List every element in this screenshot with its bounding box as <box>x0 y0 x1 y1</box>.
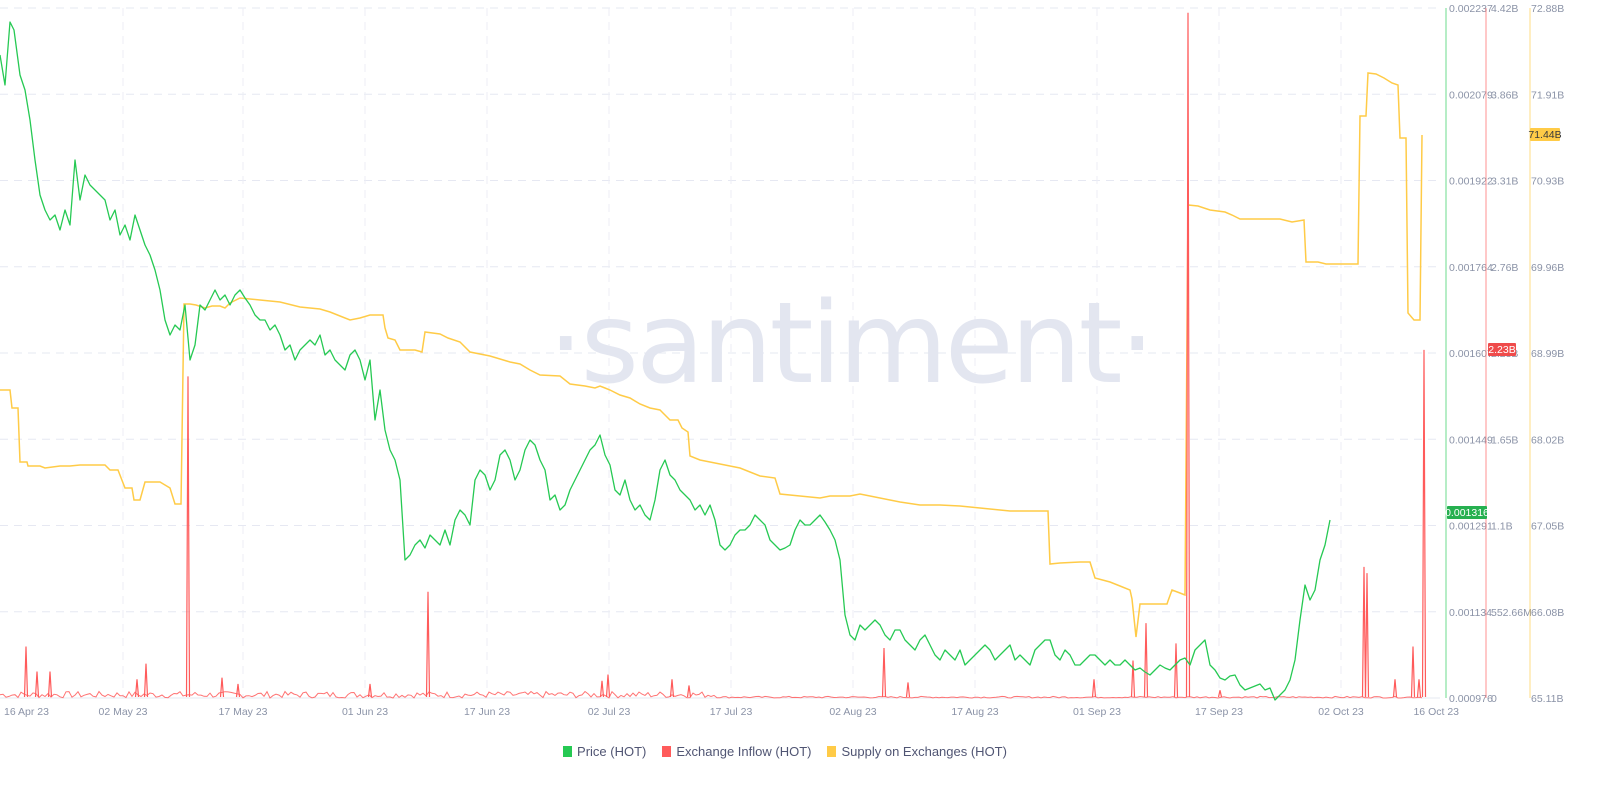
x-tick-label: 01 Sep 23 <box>1073 706 1121 718</box>
current-value-badges: 0.001316 2.23B 71.44B <box>1445 128 1562 519</box>
x-tick-label: 17 Sep 23 <box>1195 706 1243 718</box>
y-tick-label: 72.88B <box>1531 3 1564 15</box>
x-tick-label: 02 Jul 23 <box>588 706 631 718</box>
inflow-current-badge <box>1488 343 1516 356</box>
inflow-swatch-icon <box>662 746 672 757</box>
y-tick-label: 70.93B <box>1531 176 1564 188</box>
x-tick-label: 17 Jul 23 <box>710 706 753 718</box>
x-tick-label: 01 Jun 23 <box>342 706 388 718</box>
y-tick-label: 0.001291 <box>1449 521 1493 533</box>
y-tick-label: 0.000976 <box>1449 693 1493 705</box>
x-axis-ticks: 16 Apr 23 02 May 23 17 May 23 01 Jun 23 17 J… <box>4 706 1459 718</box>
exchange-inflow-line <box>0 12 1427 699</box>
y-tick-label: 65.11B <box>1531 693 1564 705</box>
price-line <box>0 21 1331 701</box>
y-tick-label: 68.99B <box>1531 348 1564 360</box>
y-tick-label: 552.66M <box>1491 607 1532 619</box>
supply-current-badge-text: 71.44B <box>1528 129 1561 141</box>
x-tick-label: 17 May 23 <box>218 706 267 718</box>
legend-item-price[interactable]: Price (HOT) <box>563 744 646 759</box>
supply-current-badge <box>1530 128 1560 141</box>
y-tick-label: 0.001607 <box>1449 348 1493 360</box>
y-tick-label: 4.42B <box>1491 3 1518 15</box>
y-tick-label: 0 <box>1491 693 1497 705</box>
price-current-badge-text: 0.001316 <box>1445 507 1489 519</box>
y-tick-label: 71.91B <box>1531 89 1564 101</box>
x-tick-label: 17 Aug 23 <box>951 706 998 718</box>
legend-item-supply-on-exchanges[interactable]: Supply on Exchanges (HOT) <box>827 744 1007 759</box>
y-axes: 0.002237 0.002079 0.001922 0.001764 0.001607… <box>1445 3 1564 705</box>
y-tick-label: 66.08B <box>1531 607 1564 619</box>
supply-on-exchanges-line <box>0 72 1423 638</box>
y-tick-label: 0.001764 <box>1449 262 1493 274</box>
y-tick-label: 69.96B <box>1531 262 1564 274</box>
y-tick-label: 3.86B <box>1491 89 1518 101</box>
price-swatch-icon <box>563 746 573 757</box>
x-tick-label: 16 Apr 23 <box>4 706 49 718</box>
y-tick-label: 0.002237 <box>1449 3 1493 15</box>
y-tick-label: 67.05B <box>1531 521 1564 533</box>
legend-label: Exchange Inflow (HOT) <box>676 744 812 759</box>
y-tick-label: 2.76B <box>1491 262 1518 274</box>
legend-label: Supply on Exchanges (HOT) <box>841 744 1007 759</box>
x-tick-label: 02 Oct 23 <box>1318 706 1364 718</box>
legend: Price (HOT) Exchange Inflow (HOT) Supply… <box>0 744 1570 759</box>
supply-swatch-icon <box>827 746 837 757</box>
y-tick-label: 0.001449 <box>1449 434 1493 446</box>
y-tick-label: 1.65B <box>1491 434 1518 446</box>
legend-item-exchange-inflow[interactable]: Exchange Inflow (HOT) <box>662 744 811 759</box>
x-tick-label: 02 May 23 <box>98 706 147 718</box>
y-tick-label: 3.31B <box>1491 176 1518 188</box>
y-tick-label: 0.002079 <box>1449 89 1493 101</box>
price-current-badge <box>1447 506 1487 519</box>
y-tick-label: 1.1B <box>1491 521 1513 533</box>
santiment-watermark: ·santiment· <box>548 279 1152 409</box>
x-tick-label: 16 Oct 23 <box>1413 706 1459 718</box>
y-tick-label: 68.02B <box>1531 434 1564 446</box>
x-tick-label: 17 Jun 23 <box>464 706 510 718</box>
x-tick-label: 02 Aug 23 <box>829 706 876 718</box>
inflow-current-badge-text: 2.23B <box>1488 344 1515 356</box>
y-tick-label: 0.001922 <box>1449 176 1493 188</box>
legend-label: Price (HOT) <box>577 744 647 759</box>
y-tick-label: 0.001134 <box>1449 607 1492 619</box>
